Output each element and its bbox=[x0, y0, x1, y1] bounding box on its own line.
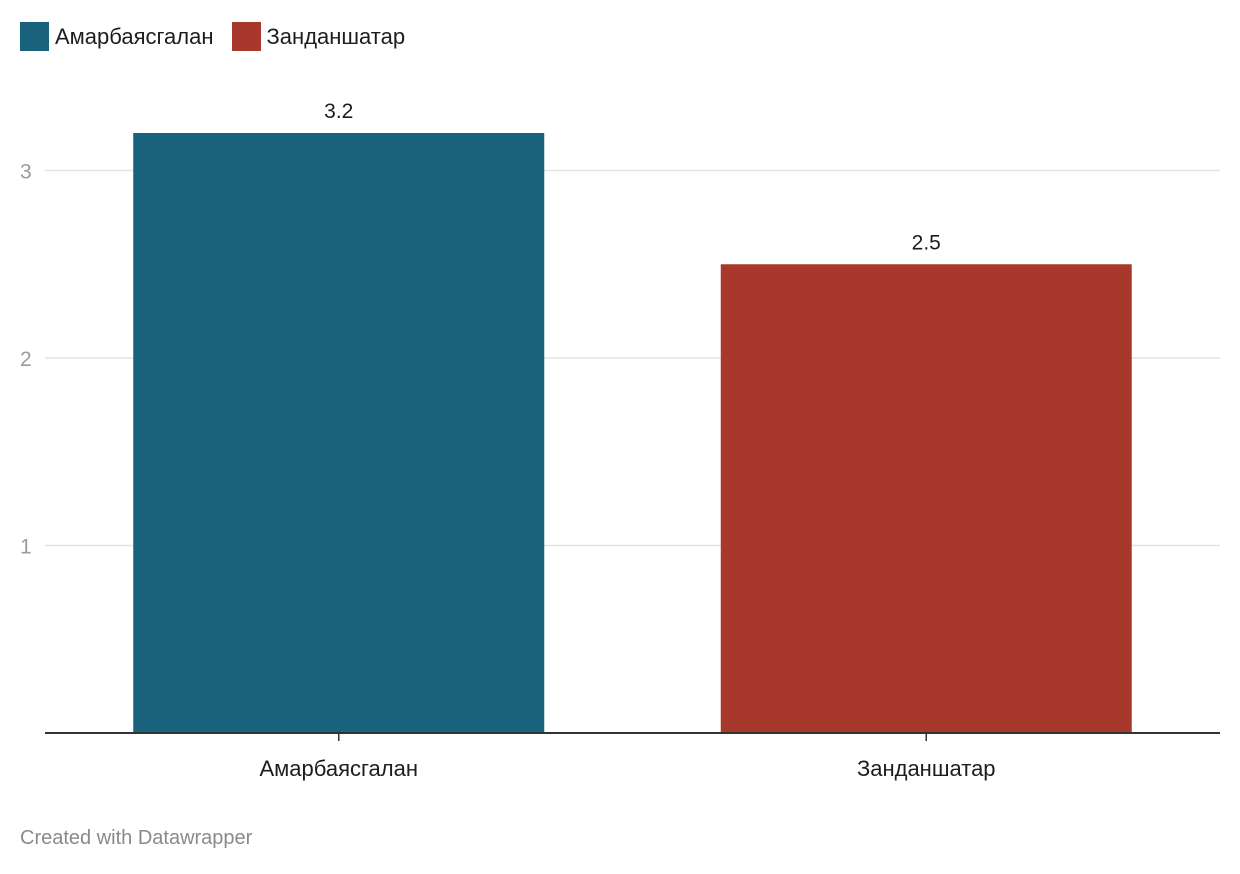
x-tick-label: Амарбаясгалан bbox=[259, 756, 418, 781]
footer-credit: Created with Datawrapper bbox=[20, 827, 253, 849]
y-tick-label: 2 bbox=[20, 348, 32, 371]
y-tick-label: 1 bbox=[20, 536, 32, 559]
legend-item-amarbayasgalan: Амарбаясгалан bbox=[20, 22, 214, 51]
legend-swatch-zandanshatar bbox=[231, 22, 261, 51]
legend-label-amarbayasgalan: Амарбаясгалан bbox=[55, 23, 214, 49]
bar bbox=[720, 264, 1132, 733]
bar bbox=[133, 133, 545, 733]
y-tick-label: 3 bbox=[20, 161, 32, 184]
bar-value-label: 3.2 bbox=[324, 100, 353, 123]
legend-label-zandanshatar: Занданшатар bbox=[266, 23, 406, 49]
chart-legend: Амарбаясгалан Занданшатар bbox=[20, 22, 423, 51]
legend-item-zandanshatar: Занданшатар bbox=[231, 22, 406, 51]
bar-value-label: 2.5 bbox=[912, 231, 941, 254]
x-tick-label: Занданшатар bbox=[857, 756, 996, 781]
legend-swatch-amarbayasgalan bbox=[20, 22, 49, 51]
